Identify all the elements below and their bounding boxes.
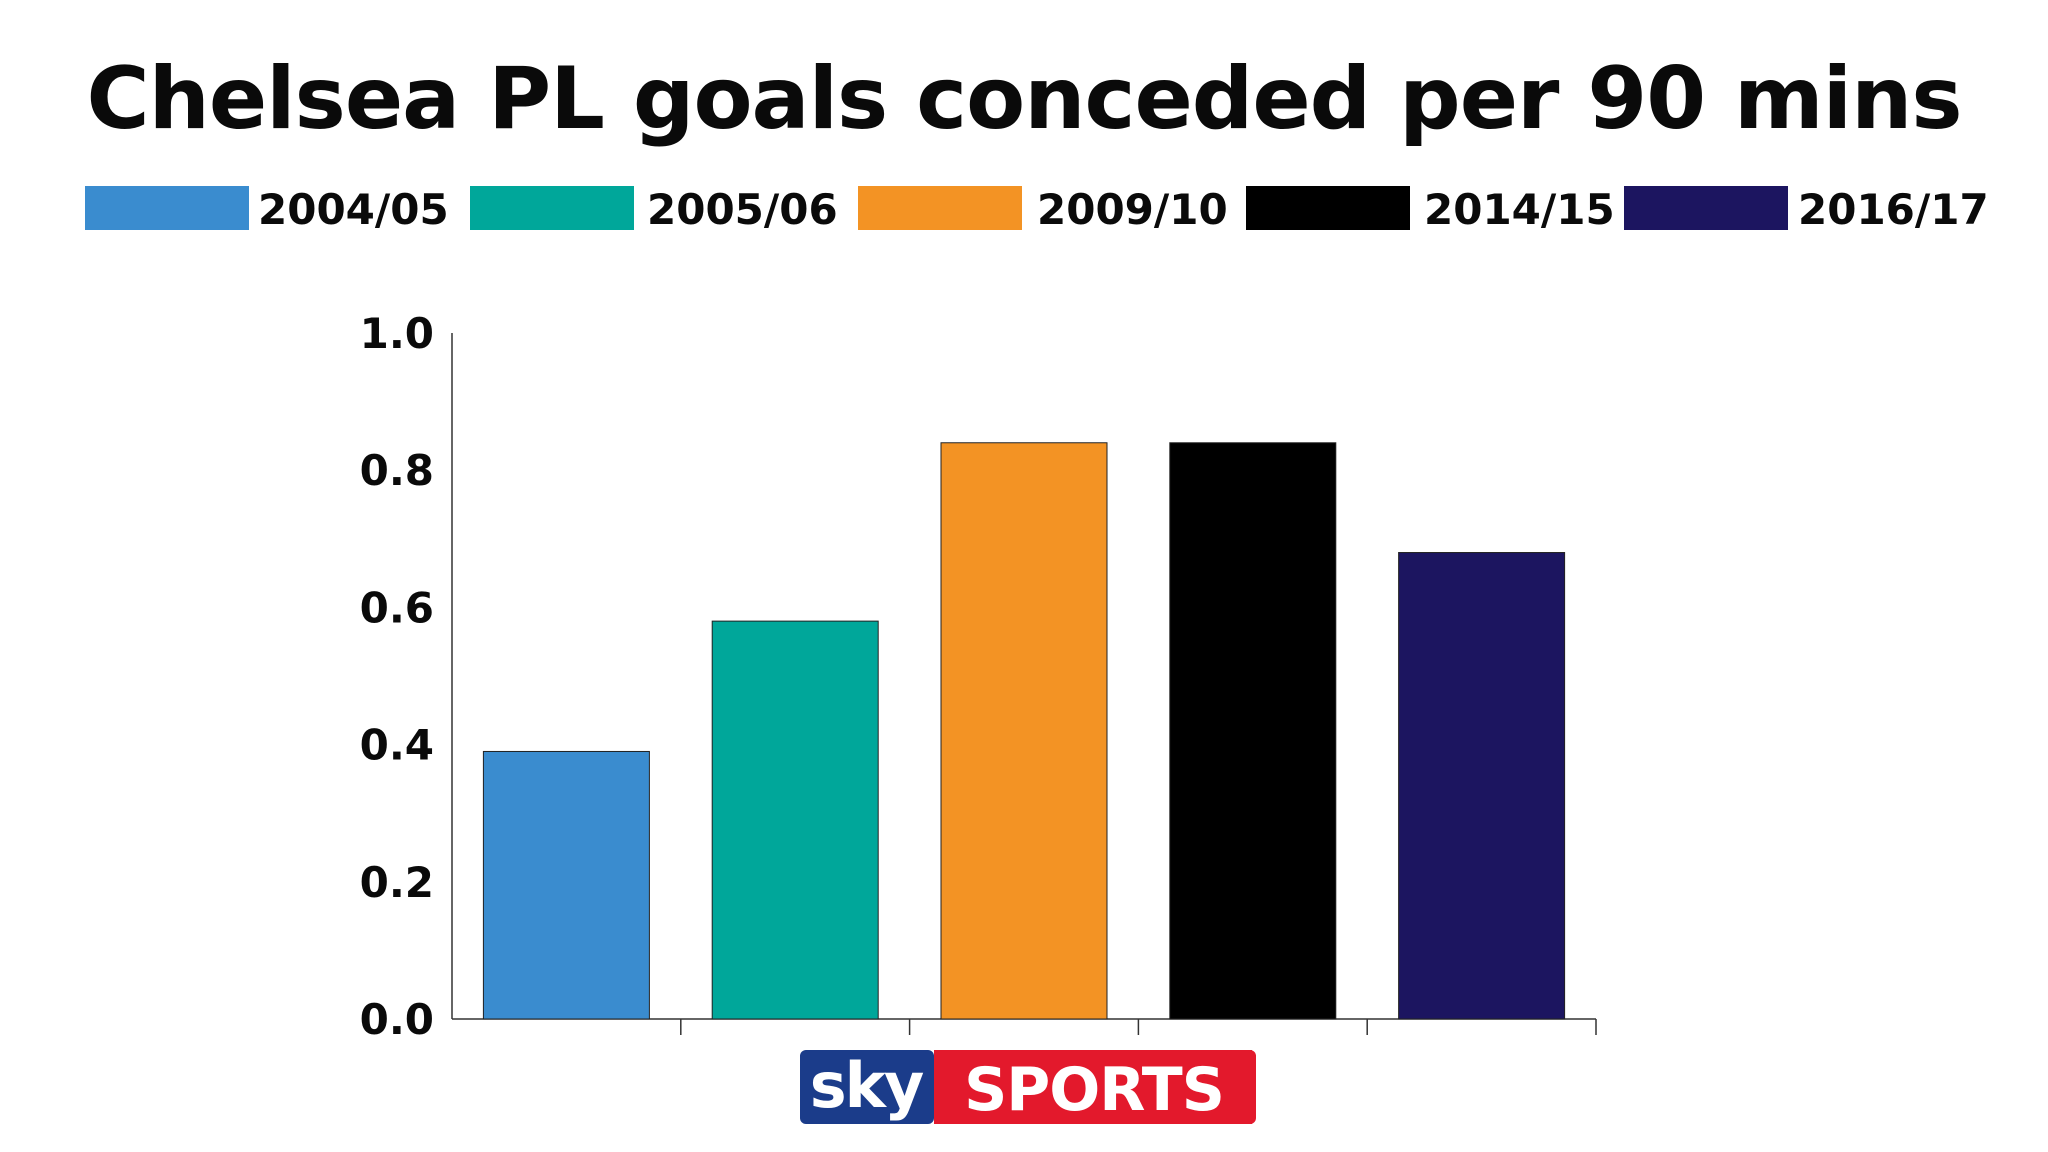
y-tick-label: 1.0 xyxy=(360,309,434,358)
y-tick-label: 0.8 xyxy=(360,446,434,495)
logo-sports-text: SPORTS xyxy=(964,1055,1224,1125)
logo-red-panel xyxy=(934,1050,1252,1124)
legend-swatch-2004-05 xyxy=(85,186,249,230)
legend-swatch-2005-06 xyxy=(470,186,634,230)
y-tick-label: 0.4 xyxy=(360,721,434,770)
legend-label-2009-10: 2009/10 xyxy=(1037,185,1228,234)
legend-label-2014-15: 2014/15 xyxy=(1424,185,1615,234)
y-tick-label: 0.0 xyxy=(360,995,434,1044)
sky-sports-logo: sky SPORTS xyxy=(800,1049,1256,1125)
bar-2005-06 xyxy=(711,620,879,1020)
logo-blue-panel xyxy=(800,1050,934,1124)
logo-sky-text: sky xyxy=(810,1049,924,1122)
legend-label-2005-06: 2005/06 xyxy=(647,185,838,234)
y-tick-label: 0.6 xyxy=(360,583,434,632)
logo-red-panel-corner xyxy=(1226,1050,1256,1124)
legend-swatch-2014-15 xyxy=(1246,186,1410,230)
bar-2004-05 xyxy=(482,750,650,1020)
axes: 0.0 0.2 0.4 0.6 0.8 1.0 xyxy=(360,309,1597,1044)
bar-2016-17 xyxy=(1398,552,1566,1020)
legend-label-2004-05: 2004/05 xyxy=(258,185,449,234)
legend-label-2016-17: 2016/17 xyxy=(1798,185,1989,234)
bar-2009-10 xyxy=(940,442,1108,1020)
legend-swatch-2016-17 xyxy=(1624,186,1788,230)
bars xyxy=(482,442,1566,1020)
y-tick-label: 0.2 xyxy=(360,858,434,907)
legend-swatch-2009-10 xyxy=(858,186,1022,230)
bar-2014-15 xyxy=(1169,442,1337,1020)
legend: 2004/05 2005/06 2009/10 2014/15 2016/17 xyxy=(85,185,1989,234)
chart-title: Chelsea PL goals conceded per 90 mins xyxy=(86,49,1961,149)
